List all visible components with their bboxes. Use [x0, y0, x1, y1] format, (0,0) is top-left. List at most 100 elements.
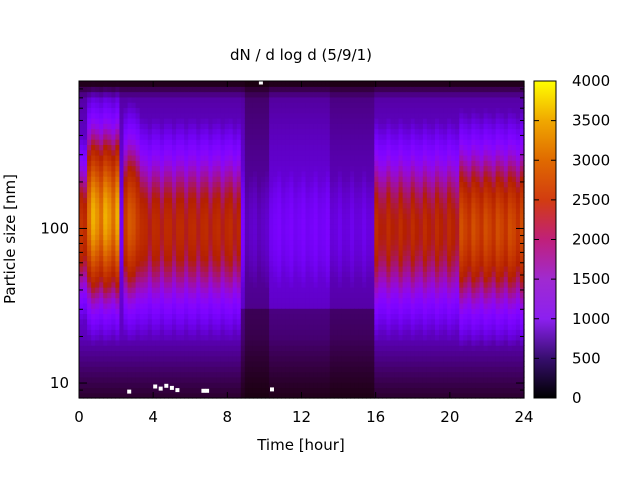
heatmap-cell: [265, 329, 270, 336]
heatmap-cell: [248, 265, 254, 272]
heatmap-cell: [333, 260, 339, 267]
heatmap-cell: [135, 276, 141, 283]
heatmap-cell: [265, 281, 270, 288]
heatmap-cell: [95, 271, 100, 278]
heatmap-cells: [79, 81, 525, 399]
heatmap-cell: [325, 318, 331, 325]
heatmap-cell: [143, 128, 149, 135]
heatmap-cell: [240, 123, 246, 130]
heatmap-cell: [99, 281, 104, 288]
heatmap-cell: [350, 271, 355, 278]
heatmap-cell: [95, 355, 100, 362]
heatmap-cell: [172, 133, 177, 140]
heatmap-cell: [366, 339, 371, 346]
heatmap-cell: [127, 133, 133, 140]
heatmap-cell: [370, 139, 375, 145]
heatmap-cell: [378, 329, 384, 336]
heatmap-cell: [273, 350, 278, 357]
heatmap-cell: [366, 234, 371, 241]
heatmap-cell: [216, 170, 222, 177]
heatmap-cell: [402, 297, 408, 304]
heatmap-cell: [378, 149, 384, 156]
heatmap-cell: [123, 392, 129, 399]
heatmap-cell: [139, 223, 145, 230]
heatmap-cell: [107, 387, 112, 394]
heatmap-cell: [240, 81, 246, 87]
heatmap-cell: [297, 265, 303, 272]
heatmap-cell: [305, 107, 311, 114]
heatmap-cell: [362, 154, 367, 161]
heatmap-cell: [281, 144, 286, 151]
heatmap-cell: [248, 276, 254, 283]
heatmap-cell: [358, 112, 363, 119]
heatmap-cell: [236, 170, 242, 177]
heatmap-cell: [358, 250, 363, 256]
heatmap-cell: [155, 265, 161, 272]
heatmap-cell: [111, 218, 117, 225]
heatmap-cell: [168, 107, 173, 114]
heatmap-cell: [147, 345, 153, 352]
heatmap-cell: [208, 181, 214, 188]
heatmap-cell: [192, 271, 197, 278]
heatmap-cell: [285, 350, 290, 357]
heatmap-cell: [111, 154, 117, 161]
heatmap-cell: [188, 186, 193, 193]
heatmap-cell: [107, 144, 112, 151]
heatmap-cell: [358, 123, 363, 130]
heatmap-cell: [216, 292, 222, 299]
heatmap-cell: [240, 361, 246, 367]
heatmap-cell: [200, 308, 206, 315]
heatmap-cell: [273, 123, 278, 130]
heatmap-cell: [111, 133, 117, 140]
heatmap-cell: [354, 244, 359, 251]
heatmap-cell: [83, 297, 88, 304]
heatmap-cell: [147, 265, 153, 272]
heatmap-cell: [192, 160, 197, 167]
heatmap-cell: [346, 302, 351, 309]
heatmap-cell: [184, 197, 189, 204]
heatmap-cell: [362, 133, 367, 140]
heatmap-cell: [163, 271, 169, 278]
heatmap-cell: [362, 128, 367, 135]
heatmap-cell: [155, 297, 161, 304]
heatmap-cell: [293, 239, 299, 246]
heatmap-cell: [305, 154, 311, 161]
heatmap-cell: [325, 371, 331, 378]
heatmap-cell: [192, 382, 197, 389]
heatmap-cell: [333, 218, 339, 225]
heatmap-cell: [123, 112, 129, 119]
heatmap-cell: [168, 292, 173, 299]
heatmap-cell: [257, 313, 262, 320]
heatmap-cell: [119, 139, 125, 145]
heatmap-cell: [123, 218, 129, 225]
heatmap-cell: [329, 176, 335, 182]
heatmap-cell: [196, 202, 201, 209]
heatmap-cell: [273, 239, 278, 246]
heatmap-cell: [224, 160, 230, 167]
heatmap-cell: [333, 165, 339, 172]
heatmap-cell: [301, 123, 307, 130]
heatmap-cell: [265, 117, 270, 124]
heatmap-cell: [200, 345, 206, 352]
heatmap-cell: [297, 292, 303, 299]
heatmap-cell: [350, 170, 355, 177]
heatmap-cell: [257, 96, 262, 103]
heatmap-cell: [317, 382, 323, 389]
heatmap-cell: [236, 334, 242, 341]
heatmap-cell: [147, 281, 153, 288]
heatmap-cell: [159, 170, 165, 177]
heatmap-cell: [366, 244, 371, 251]
heatmap-cell: [281, 96, 286, 103]
heatmap-cell: [329, 376, 335, 383]
heatmap-cell: [123, 292, 129, 299]
heatmap-cell: [362, 96, 367, 103]
heatmap-cell: [123, 139, 129, 145]
heatmap-cell: [325, 313, 331, 320]
heatmap-cell: [180, 339, 185, 346]
heatmap-cell: [366, 149, 371, 156]
heatmap-cell: [394, 228, 400, 235]
heatmap-cell: [410, 366, 416, 373]
heatmap-cell: [99, 149, 104, 156]
heatmap-cell: [277, 265, 282, 272]
heatmap-cell: [103, 144, 108, 151]
